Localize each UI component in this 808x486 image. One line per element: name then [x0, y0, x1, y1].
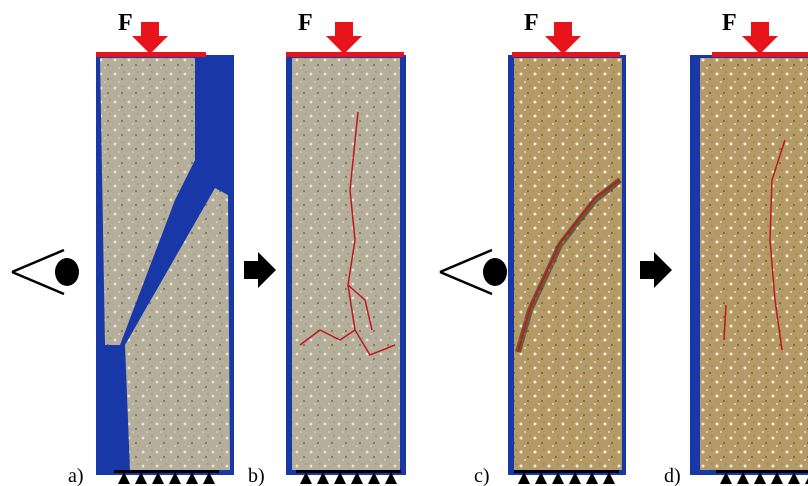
panel-label: b)	[248, 465, 265, 486]
force-label: F	[118, 10, 133, 36]
force-label: F	[298, 10, 313, 36]
force-label: F	[524, 10, 539, 36]
panel-label: a)	[68, 465, 84, 486]
force-label: F	[722, 10, 737, 36]
figure: F a) F b) F c) F d)	[0, 0, 808, 486]
panel-a: F a)	[68, 10, 234, 486]
panel-b: F b)	[248, 10, 406, 486]
panel-d: F d)	[664, 10, 808, 486]
panel-label: c)	[474, 465, 490, 486]
panel-c: F c)	[474, 10, 626, 486]
panel-label: d)	[664, 465, 681, 486]
